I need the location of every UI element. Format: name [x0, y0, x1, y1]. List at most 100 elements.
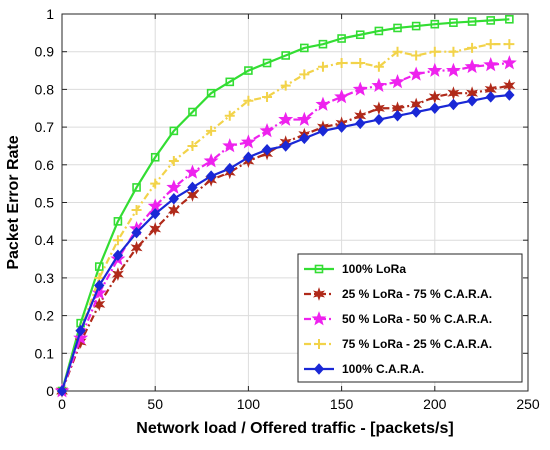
data-point — [355, 30, 365, 40]
data-point — [187, 140, 198, 151]
series-4 — [57, 39, 515, 396]
y-tick-label: 0.6 — [35, 157, 55, 173]
data-point — [112, 249, 124, 262]
x-tick-label: 100 — [237, 396, 261, 412]
data-point — [317, 61, 328, 72]
legend-label: 100% C.A.R.A. — [342, 362, 424, 376]
legend-label: 100% LoRa — [342, 262, 406, 276]
data-point — [315, 96, 331, 111]
data-point — [352, 81, 368, 96]
data-point — [296, 111, 312, 126]
data-point — [169, 126, 179, 136]
legend-item: 25 % LoRa - 75 % C.A.R.A. — [304, 287, 492, 301]
data-point — [188, 107, 197, 117]
data-point — [131, 226, 142, 239]
data-point — [225, 77, 235, 87]
data-point — [390, 74, 405, 89]
data-point — [371, 77, 387, 92]
data-point — [374, 26, 384, 36]
legend-box — [297, 253, 523, 383]
data-point — [355, 58, 366, 69]
data-point — [467, 42, 478, 53]
data-point — [429, 46, 440, 57]
x-tick-label: 150 — [330, 396, 354, 412]
data-point — [130, 240, 143, 255]
data-point — [429, 102, 440, 114]
y-tick-label: 0.2 — [35, 308, 55, 324]
data-point — [427, 62, 443, 77]
data-point — [411, 50, 422, 61]
y-tick-label: 1 — [46, 6, 54, 22]
data-point — [410, 106, 422, 118]
data-point — [504, 39, 515, 50]
data-point — [501, 55, 517, 70]
legend-label: 25 % LoRa - 75 % C.A.R.A. — [342, 287, 492, 301]
data-point — [56, 385, 68, 397]
data-point — [448, 46, 459, 57]
data-point — [75, 324, 86, 337]
legend: 100% LoRa 25 % LoRa - 75 % C.A.R.A. 50 % L… — [297, 253, 523, 383]
data-point — [464, 58, 480, 74]
data-point — [408, 66, 424, 81]
data-point — [187, 181, 198, 194]
data-point — [278, 111, 294, 126]
data-point — [392, 46, 403, 57]
data-point — [168, 192, 180, 205]
data-point — [150, 178, 161, 189]
data-point — [485, 91, 496, 103]
data-point — [318, 39, 328, 49]
data-point — [373, 61, 384, 72]
x-axis-label: Network load / Offered traffic - [packet… — [136, 420, 453, 437]
data-point — [299, 69, 310, 80]
legend-marker — [313, 363, 325, 375]
y-tick-label: 0.4 — [35, 232, 55, 248]
axes: 0 50 100 150 200 250 0 0.1 0.2 0.3 0.4 0.5 0.6 0.7 0.8… — [35, 6, 540, 412]
data-point — [280, 140, 291, 152]
legend-label: 75 % LoRa - 25 % C.A.R.A. — [342, 337, 492, 351]
data-point — [150, 208, 161, 220]
x-tick-label: 0 — [58, 396, 66, 412]
legend-marker — [313, 287, 325, 301]
data-point — [430, 19, 440, 29]
data-point — [113, 217, 123, 226]
data-point — [300, 43, 309, 53]
data-point — [393, 23, 402, 33]
data-point — [203, 153, 219, 168]
data-point — [448, 98, 459, 111]
y-tick-label: 0.3 — [35, 270, 55, 286]
data-point — [334, 89, 350, 104]
legend-item: 50 % LoRa - 50 % C.A.R.A. — [304, 311, 492, 326]
legend-item: 100% C.A.R.A. — [304, 362, 424, 376]
data-point — [73, 330, 89, 345]
data-point — [149, 221, 162, 236]
x-tick-label: 200 — [423, 396, 447, 412]
data-point — [111, 267, 124, 282]
legend-item: 100% LoRa — [304, 262, 406, 276]
data-point — [411, 21, 421, 31]
data-point — [336, 121, 347, 133]
data-point — [281, 51, 290, 60]
data-point — [336, 58, 347, 69]
y-tick-label: 0.7 — [35, 119, 55, 135]
series-layer — [54, 14, 517, 398]
data-point — [337, 34, 346, 43]
data-point — [355, 117, 366, 130]
data-point — [206, 88, 216, 98]
data-point — [317, 125, 329, 137]
data-point — [224, 162, 235, 175]
data-point — [205, 170, 217, 182]
data-point — [373, 113, 385, 126]
legend-marker — [314, 264, 324, 274]
data-point — [167, 203, 180, 217]
x-tick-label: 50 — [147, 396, 163, 412]
data-point — [261, 143, 273, 156]
data-point — [244, 66, 253, 75]
data-point — [466, 94, 478, 107]
data-point — [483, 57, 499, 72]
legend-label: 50 % LoRa - 50 % C.A.R.A. — [342, 312, 492, 326]
data-point — [74, 335, 87, 349]
data-point — [485, 39, 496, 50]
data-point — [262, 58, 272, 68]
